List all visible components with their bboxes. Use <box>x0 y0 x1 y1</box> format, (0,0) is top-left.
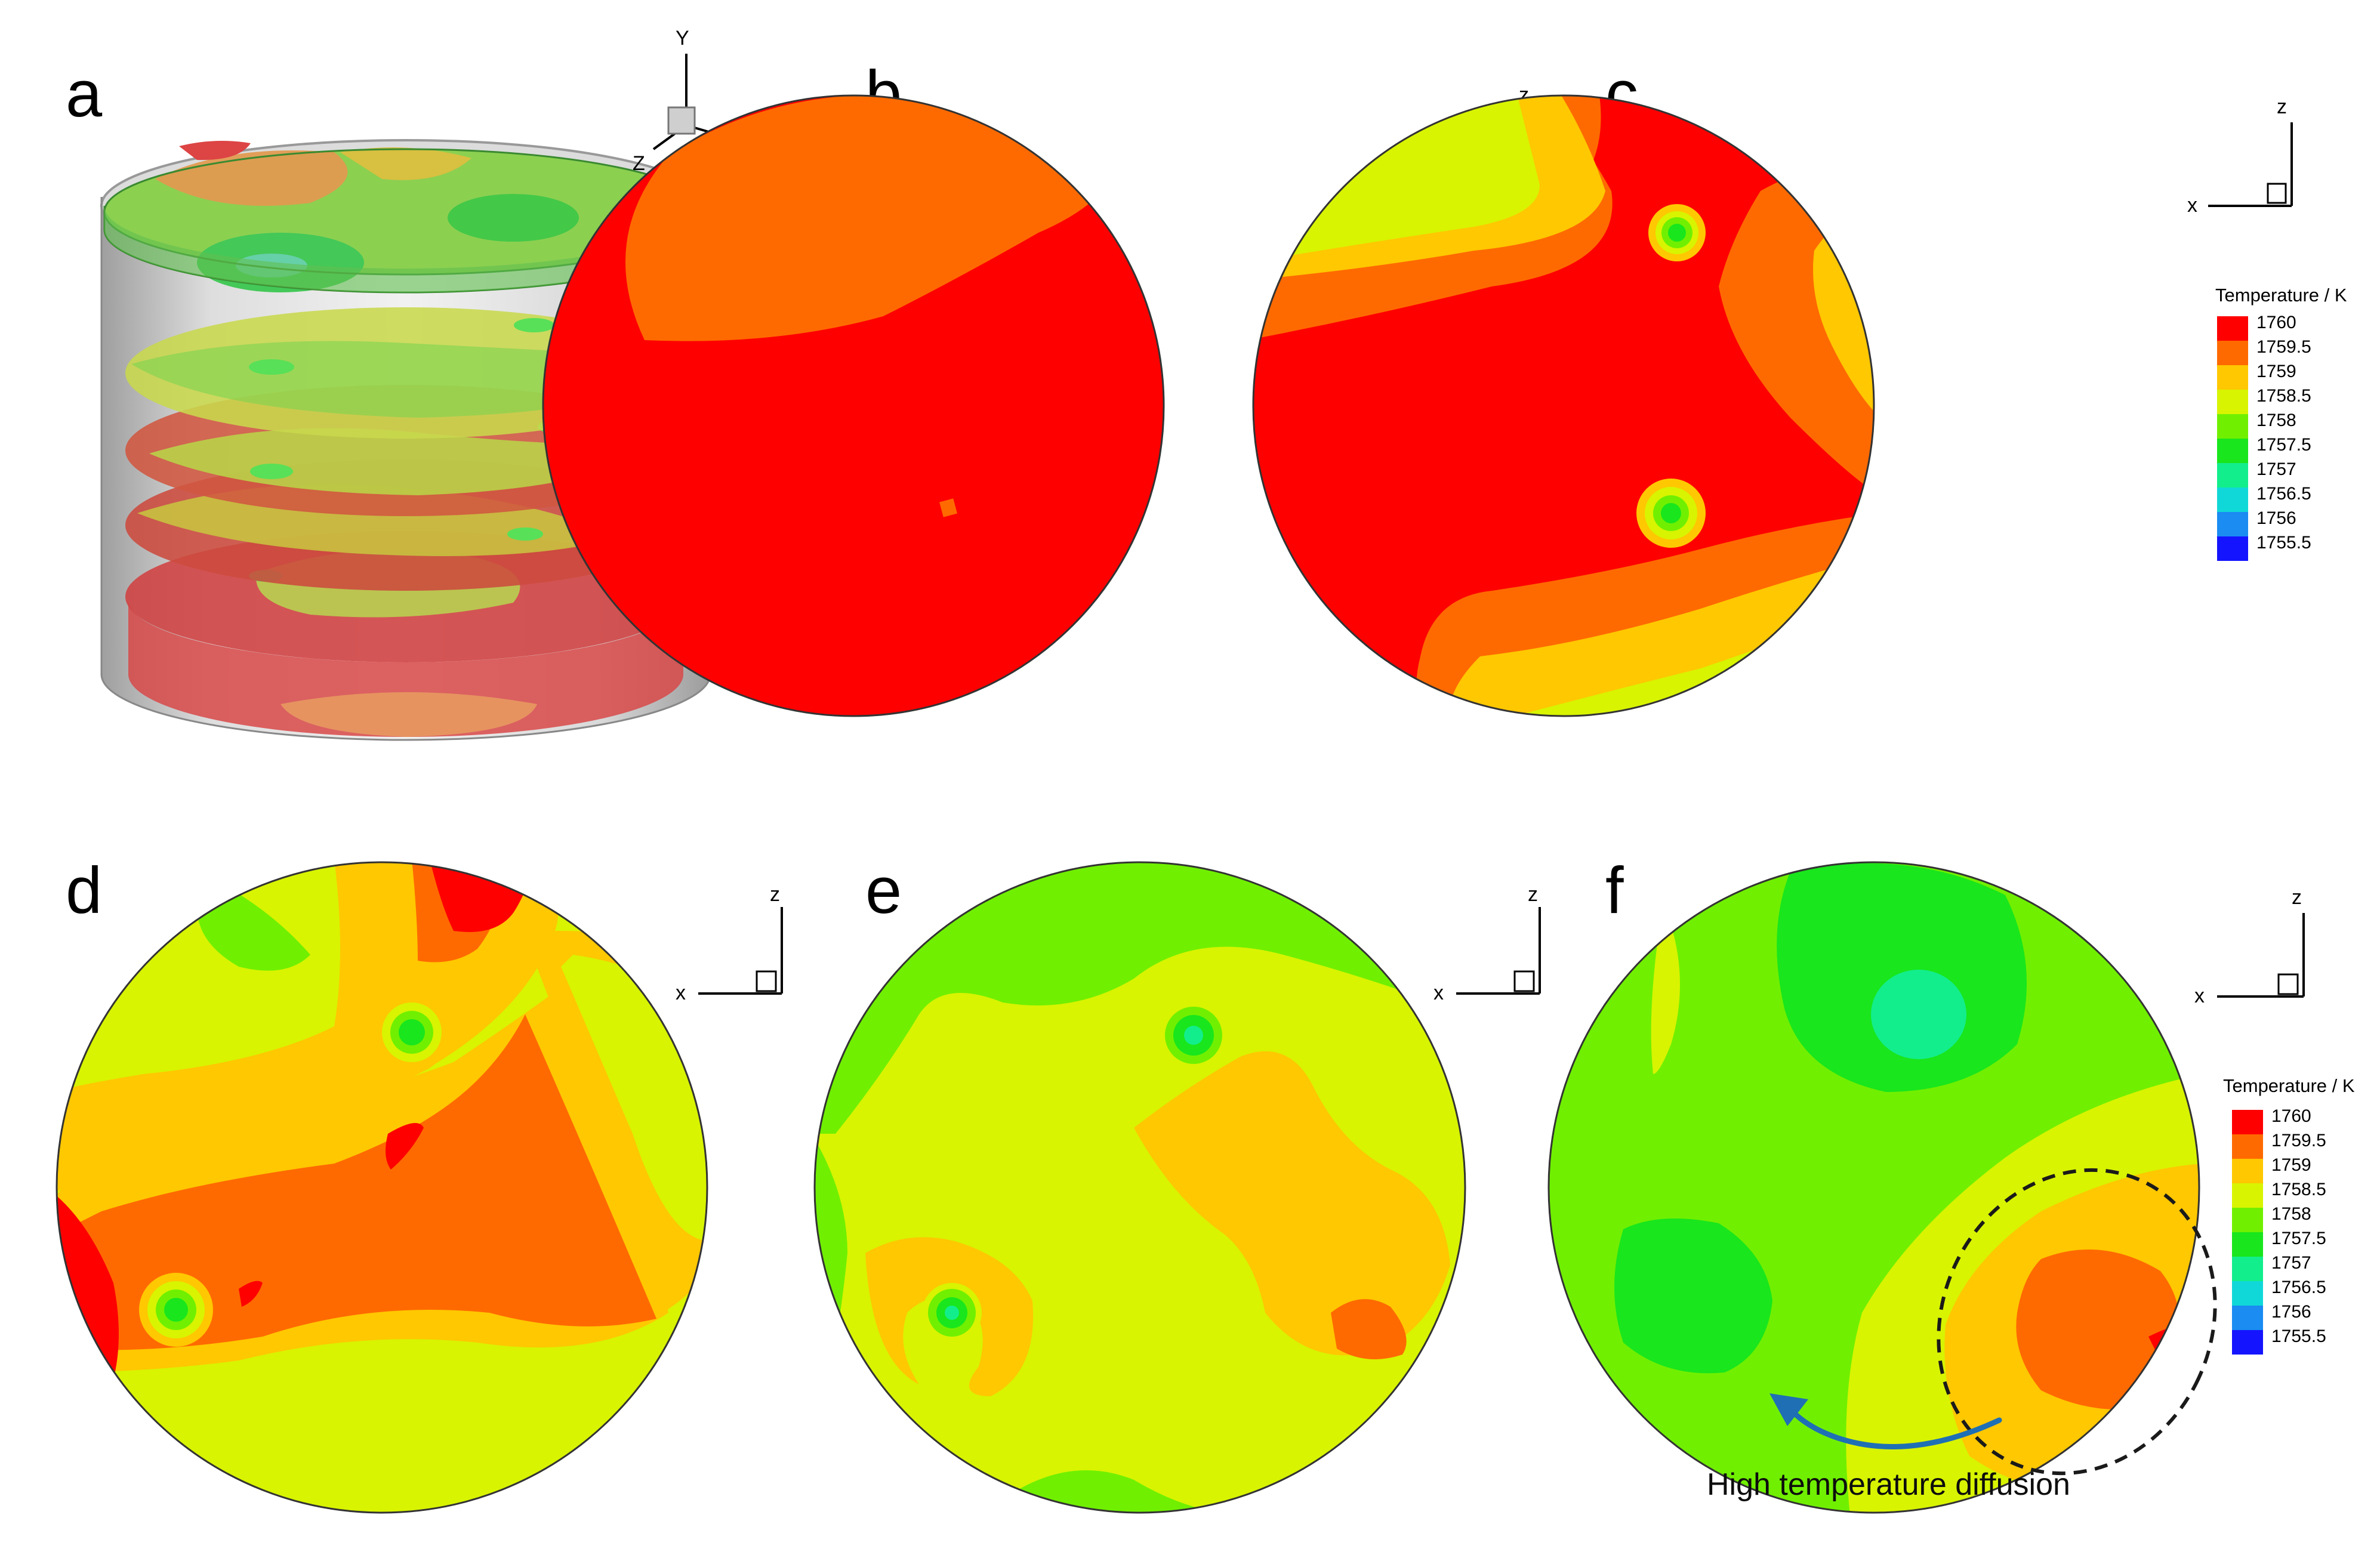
legend-swatch-bottom-7 <box>2232 1281 2263 1306</box>
legend-label-bottom-7: 1756.5 <box>2271 1278 2326 1297</box>
panel-label-f: f <box>1605 854 1624 927</box>
legend-swatch-top-6 <box>2217 463 2248 488</box>
legend-label-bottom-8: 1756 <box>2271 1302 2311 1322</box>
circle-outline-f <box>1547 861 2200 1514</box>
axis-label-x-c: x <box>2187 194 2197 217</box>
legend-swatch-top-8 <box>2217 512 2248 536</box>
legend-swatch-top-4 <box>2217 414 2248 439</box>
axis-label-x-f: x <box>2194 985 2205 1007</box>
contour-d <box>57 862 707 1513</box>
legend-label-bottom-9: 1755.5 <box>2271 1326 2326 1346</box>
legend-swatch-bottom-4 <box>2232 1208 2263 1232</box>
legend-label-bottom-4: 1758 <box>2271 1204 2311 1224</box>
legend-swatch-top-2 <box>2217 365 2248 390</box>
legend-label-bottom-0: 1760 <box>2271 1106 2311 1126</box>
legend-label-top-5: 1757.5 <box>2256 435 2311 455</box>
legend-label-bottom-3: 1758.5 <box>2271 1180 2326 1199</box>
legend-swatches-top: 1760 1759.5 1759 1758.5 1758 1757.5 1757 1756.5… <box>2217 313 2311 561</box>
diffusion-arrow <box>1769 1393 2002 1450</box>
panel-label-e: e <box>865 854 902 927</box>
panel-a: a <box>66 27 778 741</box>
legend-label-top-9: 1755.5 <box>2256 533 2311 553</box>
legend-swatch-top-1 <box>2217 341 2248 365</box>
cylinder-3d <box>100 139 711 741</box>
panel-label-d: d <box>66 854 102 927</box>
legend-label-top-8: 1756 <box>2256 508 2296 528</box>
axis-label-x-d: x <box>676 982 686 1004</box>
contour-b <box>543 95 1164 716</box>
panel-e: e x z <box>813 854 1541 1514</box>
slice-layer-1-top <box>100 139 711 294</box>
axis-xz-f: x z <box>2194 886 2305 1007</box>
legend-swatch-top-5 <box>2217 439 2248 463</box>
legend-swatches-bottom: 1760 1759.5 1759 1758.5 1758 1757.5 1757 1756.5… <box>2232 1106 2326 1355</box>
legend-label-top-4: 1758 <box>2256 411 2296 430</box>
legend-swatch-top-7 <box>2217 488 2248 512</box>
legend-swatch-top-0 <box>2217 316 2248 341</box>
axis-xz-c: x z <box>2187 95 2293 217</box>
annotation-high-temperature-diffusion: High temperature diffusion <box>1707 1467 2070 1502</box>
colorbar-legend-bottom: Temperature / K 1760 1759.5 1759 1758.5 1758… <box>2223 1075 2355 1355</box>
axis-xz-e: x z <box>1433 883 1541 1004</box>
legend-title-bottom: Temperature / K <box>2223 1075 2355 1096</box>
dashed-highlight-ellipse <box>1937 1168 2217 1476</box>
legend-swatch-bottom-1 <box>2232 1134 2263 1159</box>
circle-outline-e <box>813 861 1466 1514</box>
axis-xz-d: x z <box>676 883 783 1004</box>
legend-label-bottom-1: 1759.5 <box>2271 1131 2326 1150</box>
legend-swatch-bottom-3 <box>2232 1183 2263 1208</box>
colorbar-legend-top: Temperature / K 1760 1759.5 1759 1758.5 1758… <box>2215 285 2347 561</box>
panel-f: f High temperature diffusion x z <box>1547 854 2305 1514</box>
circle-outline-d <box>56 861 708 1514</box>
legend-label-top-1: 1759.5 <box>2256 337 2311 357</box>
legend-title-top: Temperature / K <box>2215 285 2347 306</box>
axis-label-z-d: z <box>770 883 780 906</box>
panel-c: c x z <box>1252 57 2293 717</box>
legend-label-top-2: 1759 <box>2256 362 2296 381</box>
legend-label-bottom-2: 1759 <box>2271 1155 2311 1175</box>
circle-outline-b <box>542 94 1165 717</box>
legend-label-bottom-5: 1757.5 <box>2271 1229 2326 1248</box>
legend-swatch-bottom-0 <box>2232 1110 2263 1134</box>
legend-swatch-bottom-5 <box>2232 1232 2263 1257</box>
panel-d: d <box>56 854 783 1514</box>
legend-swatch-top-3 <box>2217 390 2248 414</box>
axis-label-z-e: z <box>1528 883 1538 906</box>
axis-label-z-f: z <box>2292 886 2302 909</box>
axis-label-z: Z <box>633 152 645 175</box>
legend-swatch-top-9 <box>2217 536 2248 561</box>
axis-label-z-c: z <box>2277 95 2287 118</box>
legend-swatch-bottom-8 <box>2232 1306 2263 1330</box>
panel-label-a: a <box>66 57 103 131</box>
legend-swatch-bottom-2 <box>2232 1159 2263 1183</box>
legend-label-top-6: 1757 <box>2256 459 2296 479</box>
axis-label-x-e: x <box>1433 982 1444 1004</box>
axis-label-y: Y <box>676 27 689 50</box>
legend-label-top-3: 1758.5 <box>2256 386 2311 406</box>
legend-swatch-bottom-9 <box>2232 1330 2263 1355</box>
legend-label-bottom-6: 1757 <box>2271 1253 2311 1273</box>
legend-label-top-7: 1756.5 <box>2256 484 2311 504</box>
legend-label-top-0: 1760 <box>2256 313 2296 332</box>
legend-swatch-bottom-6 <box>2232 1257 2263 1281</box>
circle-outline-c <box>1252 94 1875 717</box>
contour-c <box>1253 95 1874 716</box>
